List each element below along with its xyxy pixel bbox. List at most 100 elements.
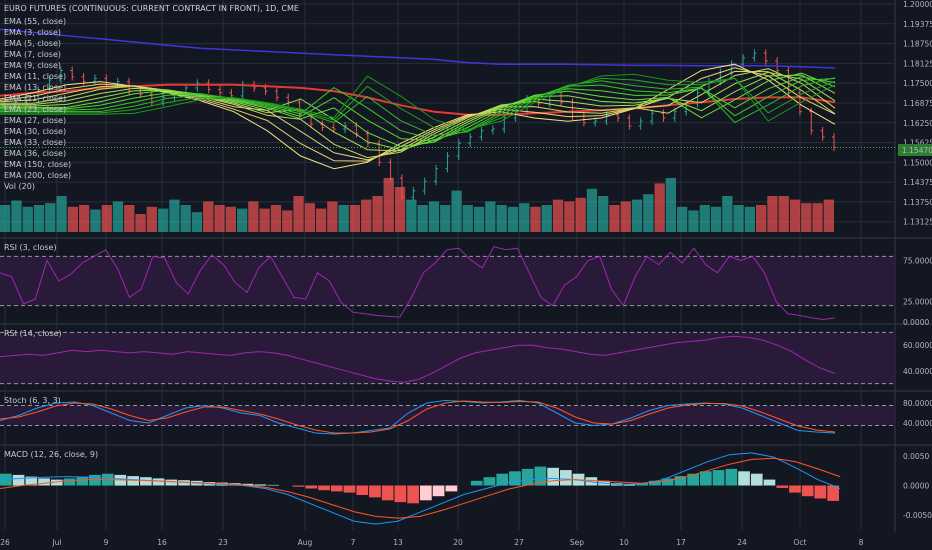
- time-tick-label: 16: [157, 538, 167, 547]
- volume-bar: [338, 205, 349, 232]
- time-tick-label: 9: [104, 538, 109, 547]
- macd-histogram-bar: [63, 478, 76, 486]
- volume-bar: [361, 199, 372, 232]
- volume-bar: [101, 205, 112, 232]
- legend-label: EMA (3, close): [4, 28, 61, 37]
- volume-bar: [158, 208, 169, 232]
- macd-histogram-bar: [827, 485, 839, 501]
- macd-histogram-bar: [330, 485, 343, 492]
- oscillator-tick-label: 80.0000: [903, 399, 932, 408]
- volume-bar: [225, 206, 236, 232]
- volume-bar: [789, 199, 801, 232]
- price-tick-label: 1.20000: [903, 0, 932, 9]
- price-tick-label: 1.19375: [903, 20, 932, 29]
- volume-bar: [394, 187, 406, 232]
- ema-fast-line: [0, 74, 836, 151]
- volume-bar: [744, 206, 755, 232]
- macd-histogram-bar: [369, 485, 381, 498]
- time-tick-label: 20: [453, 538, 463, 547]
- legend-label: EMA (30, close): [4, 127, 66, 136]
- volume-bar: [767, 196, 778, 232]
- macd-histogram-bar: [636, 483, 649, 486]
- volume-bar: [327, 201, 338, 232]
- price-tick-label: 1.14375: [903, 178, 932, 187]
- macd-histogram-bar: [292, 485, 305, 487]
- pane-legend-label: RSI (3, close): [4, 243, 57, 252]
- oscillator-band: [0, 405, 895, 426]
- macd-histogram-bar: [814, 485, 827, 499]
- price-tag-value: 1.15470: [902, 146, 932, 155]
- macd-histogram-bar: [674, 476, 687, 486]
- volume-bar: [575, 197, 586, 232]
- macd-histogram-bar: [623, 484, 636, 486]
- volume-bar: [169, 199, 180, 232]
- legend-label: EMA (150, close): [4, 160, 71, 169]
- price-pane[interactable]: [0, 28, 895, 232]
- macd-histogram-bar: [738, 471, 750, 486]
- macd-histogram-bar: [407, 485, 419, 504]
- macd-histogram-bar: [712, 470, 725, 486]
- time-tick-label: 8: [859, 538, 864, 547]
- macd-histogram-bar: [649, 480, 661, 486]
- macd-histogram-bar: [585, 477, 598, 486]
- oscillator-tick-label: 0.0000: [903, 318, 929, 327]
- volume-bar: [180, 205, 191, 232]
- legend-label: EMA (13, close): [4, 83, 66, 92]
- time-tick-label: 26: [0, 538, 10, 547]
- macd-histogram-bar: [343, 485, 356, 493]
- volume-bar: [496, 205, 507, 232]
- volume-bar: [248, 201, 259, 232]
- volume-bar: [440, 205, 451, 232]
- volume-bar: [45, 203, 56, 232]
- legend-label: EMA (33, close): [4, 138, 66, 147]
- pane-legend-label: RSI (14, close): [4, 329, 62, 338]
- ema-fast-line: [0, 76, 836, 142]
- ema-fast-line: [0, 77, 836, 132]
- volume-bar: [383, 178, 394, 232]
- volume-bar: [823, 199, 834, 232]
- macd-histogram-bar: [420, 485, 432, 501]
- rsi-14-line: [0, 335, 836, 383]
- macd-histogram-bar: [50, 479, 63, 486]
- time-tick-label: 10: [619, 538, 629, 547]
- macd-histogram-bar: [356, 485, 369, 495]
- volume-bar: [722, 196, 733, 232]
- macd-histogram-bar: [305, 485, 318, 489]
- time-tick-label: 27: [514, 538, 524, 547]
- macd-histogram-bar: [687, 473, 699, 486]
- macd-histogram-bar: [534, 466, 547, 486]
- macd-histogram-bar: [483, 477, 496, 486]
- macd-histogram-bar: [700, 471, 712, 486]
- time-tick-label: Jul: [51, 538, 61, 547]
- volume-bar: [124, 205, 135, 232]
- ema-fast-line: [0, 68, 836, 159]
- volume-bar: [33, 205, 45, 232]
- macd-histogram-bar: [165, 479, 178, 486]
- volume-bar: [462, 205, 473, 232]
- legend-label: EMA (21, close): [4, 94, 66, 103]
- oscillator-tick-label: 75.0000: [903, 257, 932, 266]
- macd-histogram-bar: [12, 474, 25, 486]
- volume-bar: [67, 206, 78, 232]
- price-tick-label: 1.18125: [903, 59, 932, 68]
- macd-histogram-bar: [254, 484, 267, 486]
- price-tag-box: [898, 144, 932, 156]
- time-tick-label: 24: [737, 538, 747, 547]
- time-axis: 26 Jul 9 16 23 Aug 7 13 20 27 Sep 10 17 24 Oct 8: [0, 538, 863, 547]
- price-tick-label: 1.13125: [903, 218, 932, 227]
- volume-bar: [530, 206, 541, 232]
- macd-tick-label: 0.0050: [903, 452, 929, 461]
- volume-bar: [485, 201, 496, 232]
- volume-bar: [451, 190, 462, 232]
- volume-bar: [0, 205, 11, 232]
- macd-histogram-bar: [661, 478, 674, 486]
- volume-bar: [315, 208, 327, 232]
- volume-bar: [282, 210, 293, 232]
- price-tick-label: 1.15625: [903, 139, 932, 148]
- chart-title: EURO FUTURES (CONTINUOUS: CURRENT CONTRA…: [4, 4, 299, 13]
- legend-label: EMA (9, close): [4, 61, 61, 70]
- legend-label: EMA (11, close): [4, 72, 66, 81]
- legend-label: EMA (23, close): [4, 105, 66, 114]
- macd-histogram-bar: [496, 473, 509, 486]
